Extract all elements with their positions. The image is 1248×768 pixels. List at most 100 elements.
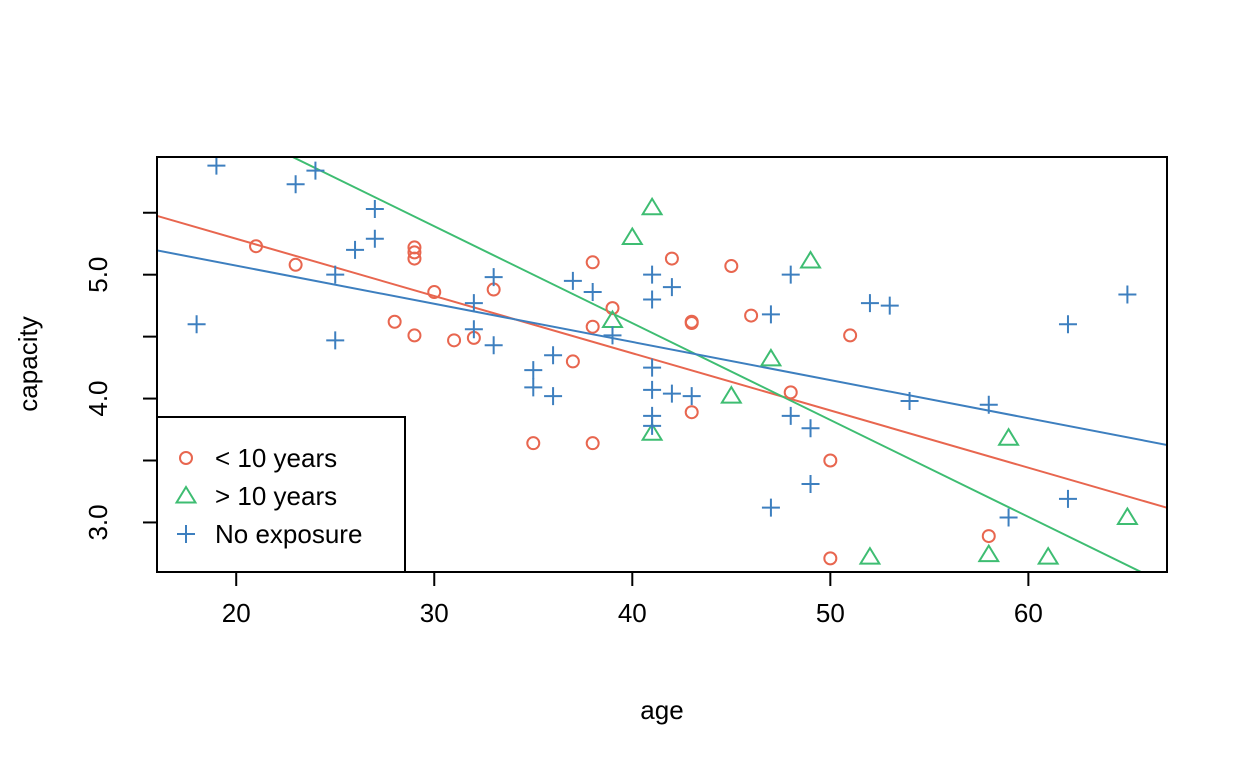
fit-line-0: [157, 214, 1167, 509]
point-s0-5: [407, 251, 422, 266]
point-s2-21: [643, 290, 662, 309]
point-s2-22: [643, 358, 662, 377]
point-s2-37: [900, 392, 919, 411]
x-axis: 20 30 40 50 60: [222, 572, 1043, 628]
point-s2-40: [1058, 315, 1077, 334]
point-s1-7: [858, 546, 882, 565]
point-s0-0: [249, 239, 264, 254]
point-s2-32: [781, 406, 800, 425]
legend-marker-0: [179, 451, 193, 465]
point-s2-14: [524, 378, 543, 397]
point-s2-18: [583, 283, 602, 302]
fit-line-2: [157, 249, 1167, 446]
x-axis-label: age: [640, 695, 683, 725]
point-s0-11: [526, 436, 541, 451]
point-s0-22: [744, 308, 759, 323]
point-s2-4: [326, 265, 345, 284]
point-s1-9: [997, 427, 1020, 446]
point-s0-14: [585, 319, 600, 334]
point-s0-15: [585, 436, 600, 451]
legend-marker-1: [174, 485, 198, 504]
point-s2-39: [999, 508, 1018, 527]
point-s1-4: [720, 385, 743, 404]
point-s0-1: [288, 257, 303, 272]
point-s2-42: [1118, 285, 1137, 304]
data-points: [187, 157, 1139, 566]
point-s2-31: [781, 265, 800, 284]
point-s2-36: [880, 296, 899, 315]
fit-lines: [157, 157, 1167, 572]
point-s2-8: [365, 229, 384, 248]
point-s2-10: [464, 320, 483, 339]
point-s0-2: [387, 314, 402, 329]
y-axis-label: capacity: [13, 316, 43, 411]
point-s2-38: [979, 395, 998, 414]
point-s0-12: [565, 354, 580, 369]
point-s2-41: [1058, 489, 1077, 508]
point-s2-13: [524, 361, 543, 380]
point-s1-11: [1116, 506, 1139, 525]
point-s2-11: [484, 268, 503, 287]
point-s1-8: [977, 543, 1000, 563]
point-s2-25: [643, 416, 662, 435]
legend-label-2: No exposure: [215, 519, 362, 549]
point-s0-4: [407, 245, 422, 260]
x-tick-label-2: 40: [618, 598, 647, 628]
point-s2-6: [346, 240, 365, 259]
point-s1-3: [640, 422, 664, 441]
point-s1-5: [759, 348, 783, 367]
point-s2-17: [563, 271, 582, 290]
point-s1-10: [1036, 546, 1060, 565]
fit-line-1: [290, 157, 1144, 572]
point-s2-23: [643, 380, 662, 399]
x-tick-label-0: 20: [222, 598, 251, 628]
point-s2-27: [662, 384, 681, 403]
point-s0-16: [605, 301, 620, 316]
point-s2-5: [326, 331, 345, 350]
point-s0-26: [843, 328, 858, 343]
point-s0-23: [783, 385, 798, 400]
point-s2-3: [306, 161, 325, 180]
point-s2-9: [464, 294, 483, 313]
point-s0-17: [664, 251, 679, 266]
x-tick-label-4: 60: [1014, 598, 1043, 628]
legend-label-1: > 10 years: [215, 481, 337, 511]
point-s0-19: [684, 316, 699, 330]
point-s0-24: [823, 453, 838, 468]
point-s2-33: [801, 419, 820, 438]
point-s2-28: [682, 387, 701, 406]
x-tick-label-1: 30: [420, 598, 449, 628]
legend: < 10 years > 10 years No exposure: [156, 416, 406, 573]
point-s0-6: [407, 328, 422, 343]
point-s0-7: [427, 285, 442, 300]
point-s2-34: [801, 475, 820, 494]
point-s2-35: [860, 294, 879, 313]
legend-box: [156, 416, 406, 573]
y-tick-label-0: 3.0: [83, 504, 113, 540]
point-s1-1: [621, 226, 644, 246]
point-s0-25: [823, 551, 838, 566]
legend-marker-2: [177, 525, 195, 543]
point-s0-20: [684, 405, 699, 420]
point-s2-15: [544, 346, 563, 365]
legend-label-0: < 10 years: [215, 443, 337, 473]
y-axis: 3.0 4.0 5.0: [83, 211, 158, 541]
point-s0-27: [981, 529, 996, 544]
y-tick-label-4: 5.0: [83, 257, 113, 293]
point-s0-8: [447, 333, 462, 348]
point-s0-21: [724, 259, 739, 274]
point-s1-6: [799, 250, 822, 269]
point-s2-30: [761, 498, 780, 517]
x-tick-label-3: 50: [816, 598, 845, 628]
point-s2-16: [544, 387, 563, 406]
point-s2-7: [365, 200, 384, 219]
point-s1-2: [640, 196, 664, 216]
point-s2-26: [662, 278, 681, 297]
y-tick-label-2: 4.0: [83, 380, 113, 416]
point-s2-0: [187, 315, 206, 334]
point-s2-12: [484, 336, 503, 355]
point-s2-1: [207, 157, 226, 175]
point-s2-2: [286, 175, 305, 194]
point-s0-13: [585, 255, 600, 270]
